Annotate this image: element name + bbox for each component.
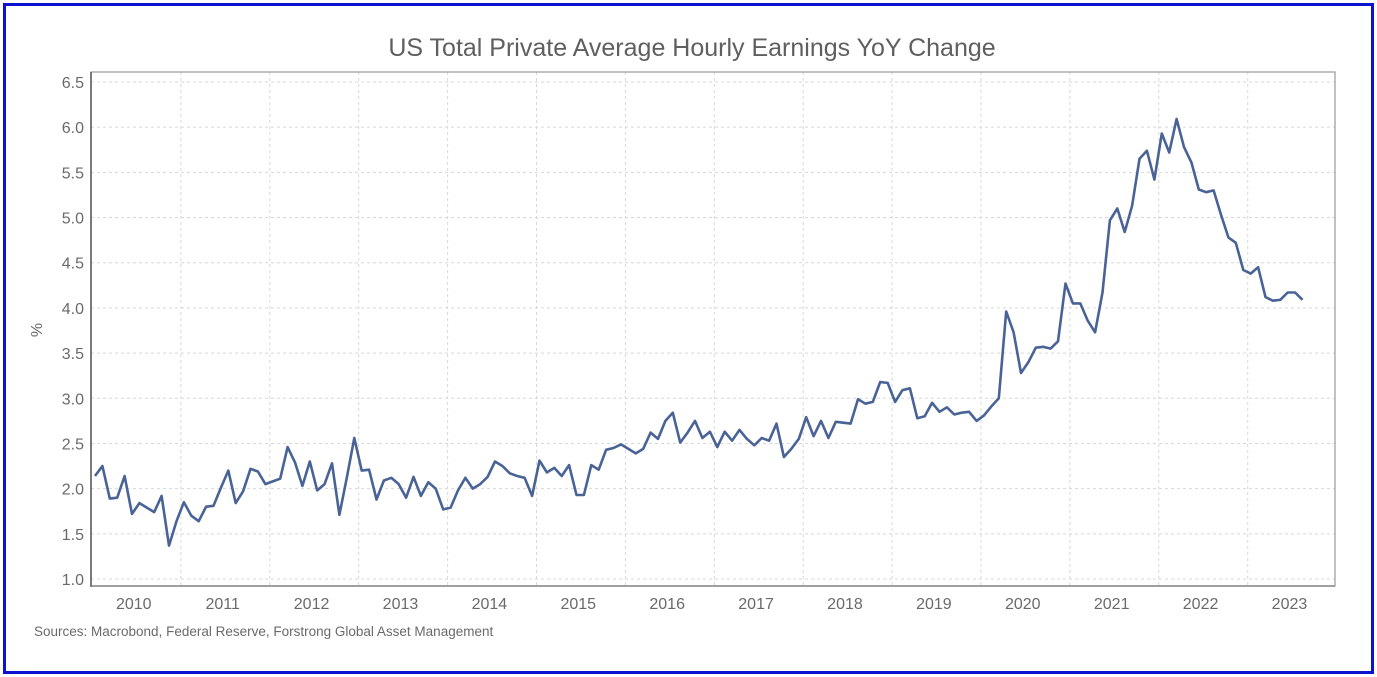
y-tick-label: 5.0 [62, 211, 84, 228]
y-tick-label: 3.5 [62, 346, 84, 363]
y-tick-label: 1.5 [62, 527, 84, 544]
x-tick-label: 2021 [1094, 596, 1130, 613]
x-axis-ticks: 2010 2011 2012 2013 2014 2015 2016 2017 2018 2019… [116, 596, 1307, 613]
x-tick-label: 2015 [560, 596, 596, 613]
y-tick-label: 2.5 [62, 436, 84, 453]
x-tick-label: 2023 [1272, 596, 1308, 613]
series-line [93, 117, 1304, 547]
x-tick-label: 2016 [649, 596, 685, 613]
grid [91, 72, 1335, 586]
x-tick-label: 2010 [116, 596, 152, 613]
x-tick-label: 2018 [827, 596, 863, 613]
x-tick-label: 2012 [294, 596, 330, 613]
x-tick-label: 2014 [472, 596, 508, 613]
x-tick-label: 2013 [383, 596, 419, 613]
y-tick-label: 6.0 [62, 120, 84, 137]
plot-border [90, 71, 1336, 587]
series-group [93, 117, 1304, 547]
y-tick-label: 4.5 [62, 256, 84, 273]
y-tick-label: 6.5 [62, 75, 84, 92]
x-tick-label: 2019 [916, 596, 952, 613]
y-tick-label: 4.0 [62, 301, 84, 318]
chart-title: US Total Private Average Hourly Earnings… [388, 34, 995, 62]
y-tick-label: 3.0 [62, 391, 84, 408]
y-tick-label: 1.0 [62, 572, 84, 589]
chart-frame [3, 3, 1374, 674]
x-tick-label: 2011 [205, 596, 240, 613]
y-axis-label: % [29, 323, 46, 337]
x-tick-label: 2020 [1005, 596, 1041, 613]
y-tick-label: 5.5 [62, 165, 84, 182]
y-axis-ticks: 1.0 1.5 2.0 2.5 3.0 3.5 4.0 4.5 5.0 5.5 6.0 6.5 [62, 75, 84, 589]
source-note: Sources: Macrobond, Federal Reserve, For… [34, 624, 493, 639]
x-tick-label: 2022 [1183, 596, 1219, 613]
y-tick-label: 2.0 [62, 482, 84, 499]
x-tick-label: 2017 [738, 596, 774, 613]
